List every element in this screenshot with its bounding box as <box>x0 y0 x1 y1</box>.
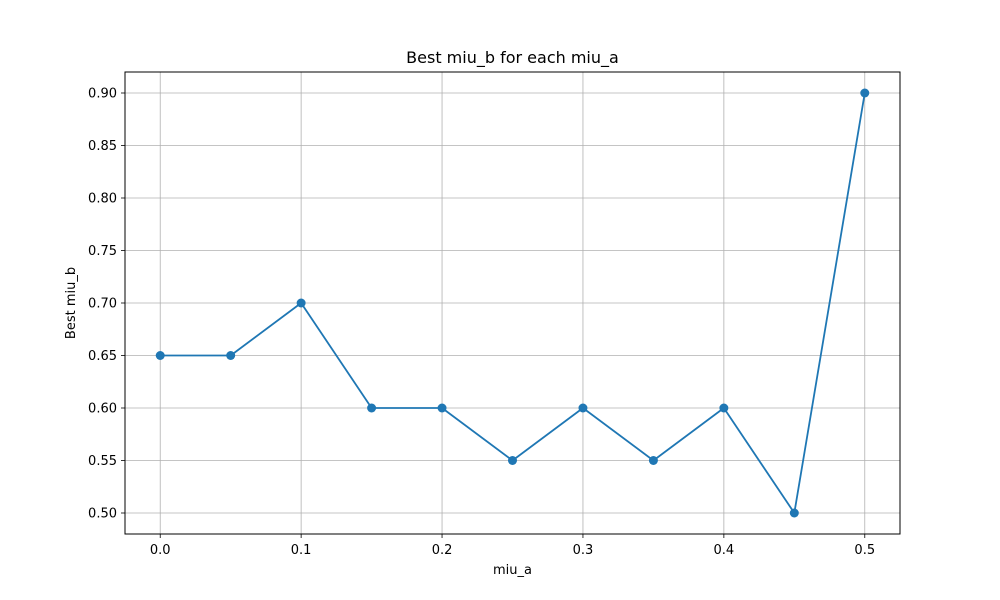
data-point <box>860 88 870 98</box>
data-point <box>789 508 799 518</box>
data-point <box>508 456 517 465</box>
y-tick-label: 0.70 <box>88 297 117 312</box>
x-tick-label: 0.1 <box>291 543 312 558</box>
y-tick-label: 0.50 <box>88 507 117 522</box>
data-point <box>719 403 729 413</box>
axis-ticks: 0.0 0.1 0.2 0.3 0.4 0.5 0.50 0.55 0.60 0.65 0.70 0.… <box>88 87 875 559</box>
y-axis-label: Best miu_b <box>64 267 79 339</box>
y-tick-label: 0.85 <box>88 139 117 154</box>
data-point <box>367 403 377 413</box>
chart-title: Best miu_b for each miu_a <box>406 48 619 68</box>
y-tick-label: 0.55 <box>88 454 117 469</box>
data-point <box>648 456 658 465</box>
grid-lines <box>125 72 900 534</box>
y-tick-label: 0.60 <box>88 402 117 417</box>
y-tick-label: 0.90 <box>88 87 117 102</box>
data-point <box>155 351 165 360</box>
x-tick-label: 0.5 <box>854 543 875 558</box>
data-point <box>578 403 588 413</box>
y-tick-label: 0.80 <box>88 192 117 207</box>
data-point <box>296 298 306 308</box>
x-tick-label: 0.2 <box>432 543 453 558</box>
data-series <box>155 88 870 518</box>
y-tick-label: 0.75 <box>88 244 117 259</box>
x-tick-label: 0.0 <box>150 543 171 558</box>
x-tick-label: 0.4 <box>714 543 735 558</box>
x-axis-label: miu_a <box>493 563 532 578</box>
data-point <box>226 351 236 360</box>
plot-frame <box>124 71 901 535</box>
data-point <box>437 403 447 413</box>
y-tick-label: 0.65 <box>88 349 117 364</box>
x-tick-label: 0.3 <box>573 543 594 558</box>
